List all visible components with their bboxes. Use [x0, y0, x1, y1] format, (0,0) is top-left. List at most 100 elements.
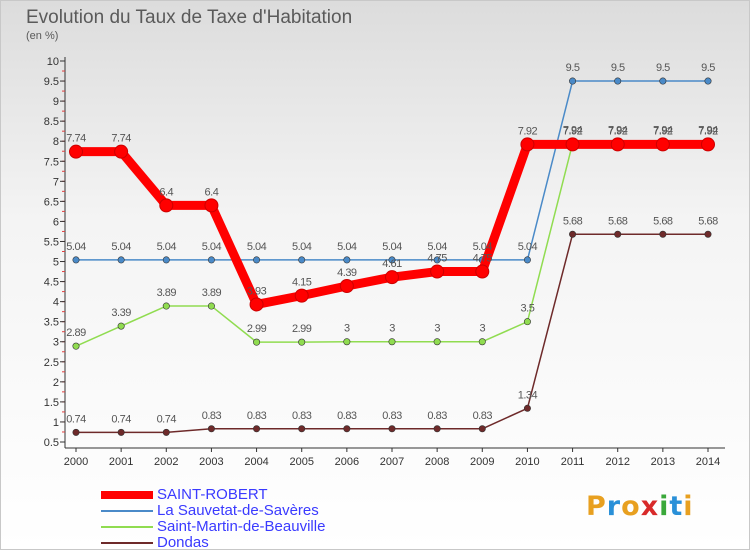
- data-point: [614, 77, 622, 85]
- series-line-1: [76, 80, 708, 261]
- data-point: [298, 425, 306, 433]
- data-label: 9.5: [701, 62, 715, 74]
- y-tick-label: 5.5: [44, 236, 59, 248]
- data-point: [72, 428, 80, 436]
- data-point: [385, 270, 399, 285]
- data-label: 0.83: [473, 410, 493, 422]
- x-tick-label: 2011: [561, 456, 585, 468]
- data-label: 5.04: [337, 241, 357, 253]
- data-point: [610, 137, 625, 152]
- y-tick-label: 0.5: [44, 437, 59, 449]
- data-label: 0.83: [202, 410, 222, 422]
- data-label: 3.89: [202, 287, 222, 299]
- data-label: 5.04: [518, 241, 538, 253]
- x-tick-label: 2008: [425, 456, 449, 468]
- x-tick-label: 2005: [289, 456, 313, 468]
- data-point: [298, 338, 306, 346]
- y-tick-label: 9: [53, 96, 59, 108]
- data-point: [704, 77, 712, 85]
- data-point: [430, 264, 445, 279]
- data-point: [162, 256, 170, 264]
- data-point: [249, 297, 264, 312]
- data-point: [701, 137, 715, 152]
- data-point: [478, 425, 486, 433]
- data-point: [433, 256, 441, 264]
- data-label: 7.94: [653, 125, 673, 137]
- x-tick-label: 2003: [199, 456, 223, 468]
- data-point: [207, 256, 215, 264]
- legend-item: Dondas: [101, 534, 361, 551]
- data-point: [523, 318, 531, 326]
- logo-letter: x: [640, 491, 660, 522]
- data-point: [569, 77, 577, 85]
- y-tick-label: 1: [53, 417, 59, 429]
- data-label: 5.04: [473, 241, 493, 253]
- data-label: 5.68: [608, 215, 628, 227]
- data-label: 7.94: [698, 125, 718, 137]
- legend: SAINT-ROBERT La Sauvetat-de-Savères Saint-…: [101, 486, 361, 551]
- data-point: [298, 256, 306, 264]
- legend-swatch: [101, 542, 153, 544]
- data-label: 2.99: [292, 323, 312, 335]
- data-point: [343, 256, 351, 264]
- data-point: [343, 425, 351, 433]
- data-point: [253, 425, 261, 433]
- data-label: 4.39: [337, 267, 357, 279]
- data-label: 7.92: [563, 125, 583, 137]
- y-tick-label: 7: [53, 176, 59, 188]
- data-point: [204, 198, 219, 213]
- data-label: 4.75: [473, 253, 493, 265]
- logo-letter: r: [606, 491, 622, 522]
- data-label: 3.89: [157, 287, 177, 299]
- y-tick-label: 2: [53, 377, 59, 389]
- data-label: 4.75: [427, 253, 447, 265]
- y-tick-label: 4.5: [44, 277, 59, 289]
- data-label: 3: [344, 323, 350, 335]
- x-tick-label: 2004: [244, 456, 268, 468]
- x-tick-label: 2009: [470, 456, 494, 468]
- data-label: 7.94: [608, 125, 628, 137]
- proxiti-logo: Proxiti: [586, 491, 694, 522]
- x-tick-label: 2013: [651, 456, 675, 468]
- data-label: 0.83: [427, 410, 447, 422]
- data-label: 0.74: [157, 413, 177, 425]
- y-tick-label: 6: [53, 216, 59, 228]
- data-label: 5.04: [382, 241, 402, 253]
- data-point: [475, 264, 490, 279]
- legend-label: La Sauvetat-de-Savères: [157, 502, 319, 519]
- logo-letter: P: [586, 491, 607, 522]
- data-point: [114, 144, 129, 159]
- data-label: 2.99: [247, 323, 267, 335]
- data-label: 4.15: [292, 277, 312, 289]
- x-tick-label: 2012: [605, 456, 629, 468]
- data-label: 0.83: [292, 410, 312, 422]
- y-tick-label: 1.5: [44, 397, 59, 409]
- legend-item: Saint-Martin-de-Beauville: [101, 518, 361, 535]
- y-tick-label: 5: [53, 257, 59, 269]
- data-point: [614, 230, 622, 238]
- data-point: [655, 137, 670, 152]
- data-point: [117, 428, 125, 436]
- data-label: 4.61: [382, 258, 402, 270]
- data-point: [72, 256, 80, 264]
- data-label: 9.5: [656, 62, 670, 74]
- data-point: [520, 137, 535, 152]
- data-label: 3: [479, 323, 485, 335]
- chart-title: Evolution du Taux de Taxe d'Habitation: [26, 7, 353, 28]
- data-label: 7.94: [563, 125, 583, 137]
- data-point: [69, 144, 83, 159]
- data-label: 5.04: [111, 241, 131, 253]
- data-label: 5.04: [292, 241, 312, 253]
- data-point: [117, 322, 125, 330]
- data-point: [294, 288, 309, 303]
- data-label: 3.5: [521, 303, 535, 315]
- x-tick-label: 2002: [154, 456, 178, 468]
- legend-item: La Sauvetat-de-Savères: [101, 502, 361, 519]
- y-tick-label: 8: [53, 136, 59, 148]
- data-point: [117, 256, 125, 264]
- data-label: 7.92: [698, 125, 718, 137]
- data-label: 5.04: [247, 241, 267, 253]
- data-label: 0.74: [111, 413, 131, 425]
- y-tick-label: 9.5: [44, 76, 59, 88]
